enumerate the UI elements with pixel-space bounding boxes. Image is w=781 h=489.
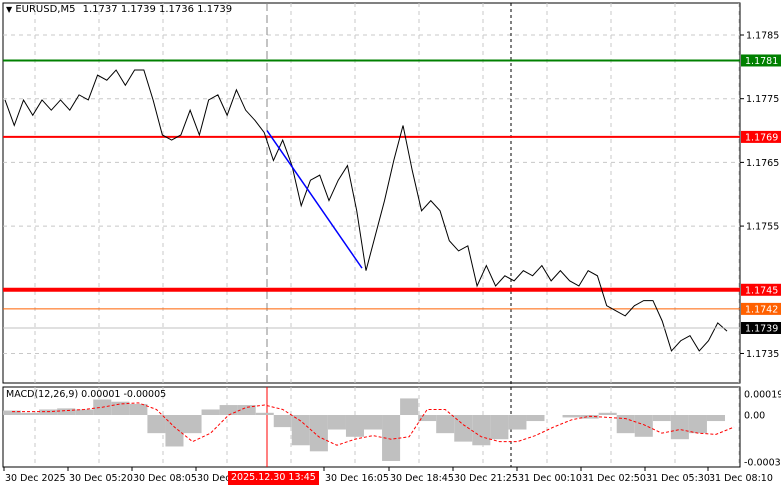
level-tag bbox=[741, 54, 781, 67]
macd-panel-frame bbox=[2, 386, 741, 468]
y-tick-label: 1.1765 bbox=[746, 158, 779, 169]
macd-bar bbox=[688, 415, 707, 434]
chart-header: ▼ EURUSD,M5 1.1737 1.1739 1.1736 1.1739 bbox=[6, 4, 232, 15]
y-tick-label: 1.1775 bbox=[746, 94, 779, 105]
macd-bar bbox=[237, 405, 256, 415]
macd-tick-label: 0.00 bbox=[744, 411, 765, 422]
level-tag-label: 1.1745 bbox=[745, 285, 778, 296]
macd-bar bbox=[201, 409, 220, 415]
macd-bar bbox=[255, 412, 274, 415]
current-price-label: 1.1739 bbox=[745, 323, 778, 334]
x-tick-label: 31 Dec 08:10 bbox=[709, 473, 773, 484]
x-tick-label: 30 Dec 2025 bbox=[5, 473, 66, 484]
macd-bar bbox=[454, 415, 473, 442]
symbol-label: EURUSD,M5 bbox=[15, 4, 76, 15]
macd-bar bbox=[345, 415, 364, 437]
price-line bbox=[4, 69, 728, 352]
macd-bar bbox=[219, 405, 238, 415]
macd-label: MACD(12,26,9) 0.00001 -0.00005 bbox=[6, 389, 167, 400]
macd-bar bbox=[652, 415, 671, 422]
x-tick-label: 30 Dec 05:20 bbox=[69, 473, 133, 484]
x-tick-label: 30 Dec bbox=[197, 473, 231, 484]
macd-tick-label: 0.00019 bbox=[744, 390, 781, 401]
ohlc-label: 1.1737 1.1739 1.1736 1.1739 bbox=[82, 4, 233, 15]
current-price-tag bbox=[741, 321, 781, 334]
macd-bar bbox=[111, 401, 130, 415]
macd-bar bbox=[418, 415, 437, 422]
macd-bar bbox=[382, 415, 401, 461]
level-tag-label: 1.1769 bbox=[745, 132, 778, 143]
macd-bar bbox=[147, 415, 166, 434]
macd-bar bbox=[400, 398, 419, 415]
macd-bar bbox=[75, 409, 94, 415]
macd-bar bbox=[580, 415, 599, 419]
macd-bar bbox=[129, 403, 148, 415]
macd-bar bbox=[508, 415, 527, 430]
macd-bar bbox=[706, 415, 725, 422]
x-tick-label: 30 Dec 08:05 bbox=[133, 473, 197, 484]
macd-signal-line bbox=[12, 402, 735, 446]
macd-bar bbox=[472, 415, 491, 446]
level-tag bbox=[741, 302, 781, 315]
crosshair-time-tag: 2025.12.30 13:45 bbox=[228, 471, 319, 485]
y-tick-label: 1.1735 bbox=[746, 349, 779, 360]
level-tag bbox=[741, 130, 781, 143]
level-tag-label: 1.1742 bbox=[745, 304, 778, 315]
macd-bar bbox=[57, 408, 76, 415]
macd-bar bbox=[364, 415, 383, 430]
x-tick-label: 31 Dec 05:30 bbox=[646, 473, 710, 484]
macd-bar bbox=[309, 415, 328, 452]
macd-bar bbox=[562, 415, 581, 418]
macd-bar bbox=[3, 410, 22, 415]
y-tick-label: 1.1755 bbox=[746, 222, 779, 233]
triangle-down-icon[interactable]: ▼ bbox=[6, 5, 13, 14]
macd-tick-label: -0.00038 bbox=[744, 458, 781, 469]
macd-bar bbox=[327, 415, 346, 430]
macd-bar bbox=[39, 409, 58, 415]
x-tick-label: 31 Dec 00:10 bbox=[518, 473, 582, 484]
macd-bar bbox=[273, 415, 292, 428]
price-panel-frame bbox=[2, 2, 741, 384]
macd-bar bbox=[183, 415, 202, 434]
level-tag bbox=[741, 283, 781, 296]
macd-bar bbox=[598, 412, 617, 415]
x-tick-label: 30 Dec 18:45 bbox=[390, 473, 454, 484]
macd-bar bbox=[634, 415, 653, 437]
level-tag-label: 1.1781 bbox=[745, 56, 778, 67]
macd-bar bbox=[436, 415, 455, 434]
trendline bbox=[266, 130, 363, 269]
x-tick-label: 31 Dec 02:50 bbox=[582, 473, 646, 484]
macd-bar bbox=[291, 415, 310, 446]
macd-bar bbox=[526, 415, 545, 422]
y-tick-label: 1.1785 bbox=[746, 31, 779, 42]
x-tick-label: 30 Dec 16:05 bbox=[325, 473, 389, 484]
x-tick-label: 30 Dec 21:25 bbox=[454, 473, 518, 484]
macd-bar bbox=[670, 415, 689, 440]
macd-bar bbox=[21, 412, 40, 415]
macd-bar bbox=[165, 415, 184, 447]
macd-bar bbox=[616, 415, 635, 434]
macd-bar bbox=[490, 415, 509, 440]
